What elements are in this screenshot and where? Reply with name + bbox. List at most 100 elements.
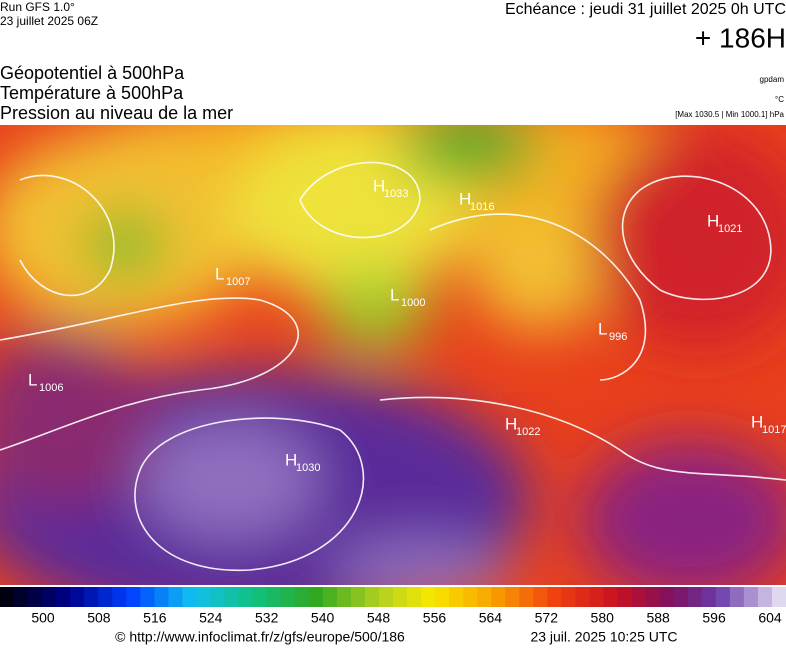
swatch [463,587,478,607]
swatch [112,587,127,607]
swatch [561,587,576,607]
swatch [519,587,534,607]
swatch [210,587,226,607]
swatch [631,587,647,607]
swatch [421,587,436,607]
center-value: 1000 [401,297,425,309]
center-value: 1007 [226,276,250,288]
swatch [322,587,338,607]
swatch [477,587,492,607]
swatch [505,587,520,607]
swatch [252,587,268,607]
swatch [140,587,155,607]
scale-label: 524 [199,610,223,626]
center-value: 1021 [718,223,742,235]
swatch [743,587,759,607]
run: Run GFS 1.0° [0,0,75,14]
swatch [575,587,590,607]
scale-label: 540 [311,610,335,626]
swatch [28,587,43,607]
swatch [617,587,633,607]
swatch [56,587,71,607]
legend-line: Pression au niveau de la mer [0,103,233,123]
valid-time: Echéance : jeudi 31 juillet 2025 0h UTC [505,1,786,18]
center-value: 1006 [39,382,63,394]
swatch [154,587,169,607]
swatch [449,587,464,607]
unit: gpdam [760,75,785,84]
center-letter: L [598,319,607,338]
swatch [771,587,786,607]
center-value: 1033 [384,188,408,200]
swatch [126,587,141,607]
center-letter: H [707,211,719,230]
scale-label: 588 [646,610,670,626]
swatch [364,587,380,607]
center-value: 1030 [296,462,320,474]
center-value: 996 [609,331,627,343]
swatch [393,587,408,607]
lead-time: + 186H [695,22,786,53]
swatch [0,587,15,607]
center-letter: H [459,189,471,208]
run-date: 23 juillet 2025 06Z [0,14,98,28]
swatch [603,587,619,607]
scale-label: 548 [367,610,391,626]
scale-label: 604 [758,610,782,626]
swatch [435,587,450,607]
swatch [687,587,703,607]
swatch [729,587,745,607]
center-letter: L [28,370,37,389]
center-letter: H [505,414,517,433]
scale-label: 532 [255,610,279,626]
swatch [645,587,661,607]
source: © http://www.infoclimat.fr/z/gfs/europe/… [115,629,405,645]
map [0,125,786,585]
swatch [182,587,197,607]
colorbar: 500 508 516 524 532 540 548 556 564 572 580 588 596 6… [0,587,786,626]
center-value: 1022 [516,426,540,438]
center-letter: H [285,450,297,469]
swatch [196,587,212,607]
swatch [336,587,352,607]
scale-label: 596 [702,610,726,626]
swatch [715,587,731,607]
center-letter: H [373,176,385,195]
unit: °C [775,95,784,104]
swatch [378,587,394,607]
swatch [659,587,675,607]
scale-label: 556 [423,610,447,626]
center-value: 1016 [470,201,494,213]
swatch [294,587,310,607]
swatch [70,587,85,607]
swatch [266,587,282,607]
swatch [224,587,240,607]
extremes: [Max 1030.5 | Min 1000.1] hPa [675,110,784,119]
center-letter: L [390,285,399,304]
swatch [84,587,99,607]
swatch [547,587,562,607]
swatch [14,587,29,607]
swatch [238,587,254,607]
legend-line: Température à 500hPa [0,83,184,103]
timestamp: 23 juil. 2025 10:25 UTC [530,629,677,645]
swatch [280,587,296,607]
scale-label: 500 [31,610,55,626]
swatch [533,587,548,607]
center-value: 1017 [762,424,786,436]
center-letter: L [215,264,224,283]
scale-label: 580 [591,610,615,626]
swatch [491,587,506,607]
swatch [98,587,113,607]
swatch [701,587,717,607]
swatch [350,587,366,607]
scale-label: 516 [143,610,167,626]
scale-label: 508 [87,610,111,626]
swatch [42,587,57,607]
swatch [589,587,605,607]
swatch [407,587,422,607]
swatch [168,587,183,607]
swatch [308,587,324,607]
center-letter: H [751,412,763,431]
